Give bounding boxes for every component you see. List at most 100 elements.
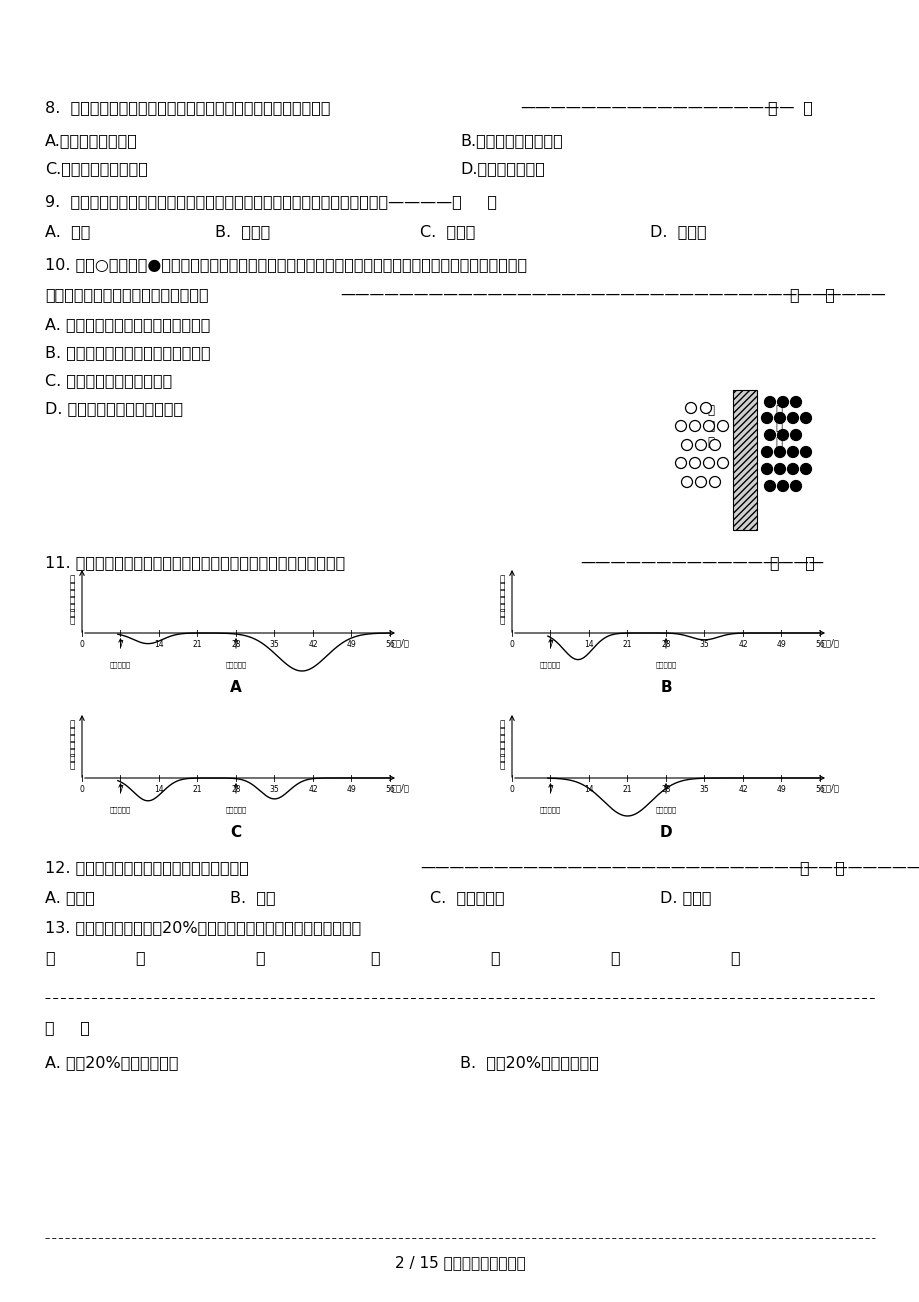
Text: —————————————————————————————————————: ————————————————————————————————————— (340, 286, 885, 302)
Text: A. 乙进入细胞一定有载体蛋白的参与: A. 乙进入细胞一定有载体蛋白的参与 (45, 316, 210, 332)
Text: C. 甲进入细胞一定需要能量: C. 甲进入细胞一定需要能量 (45, 372, 172, 388)
Circle shape (787, 464, 798, 474)
Text: 14: 14 (154, 641, 164, 648)
Text: 血: 血 (69, 575, 74, 585)
Text: 则: 则 (45, 950, 54, 965)
Text: （     ）: （ ） (767, 100, 812, 115)
Text: 时间/天: 时间/天 (391, 783, 410, 792)
Text: 原: 原 (135, 950, 144, 965)
Text: 14: 14 (584, 785, 593, 794)
Text: （     ）: （ ） (769, 555, 814, 570)
Text: 28: 28 (231, 641, 241, 648)
Circle shape (688, 457, 699, 469)
Text: 浓: 浓 (69, 609, 74, 618)
Circle shape (761, 464, 772, 474)
Text: 中: 中 (499, 590, 505, 598)
Text: 56: 56 (814, 785, 824, 794)
Text: 28: 28 (661, 785, 670, 794)
Text: 49: 49 (776, 641, 786, 648)
Text: 血: 血 (499, 720, 505, 729)
Text: 度: 度 (499, 617, 505, 626)
Text: 7: 7 (548, 785, 552, 794)
Text: 35: 35 (269, 785, 279, 794)
Text: D. 甲运出细胞一定不需要能量: D. 甲运出细胞一定不需要能量 (45, 401, 183, 417)
Text: 第二次注射: 第二次注射 (654, 661, 675, 668)
Text: 28: 28 (661, 641, 670, 648)
Text: D.  生殖腺: D. 生殖腺 (650, 224, 706, 240)
Text: 第二次注射: 第二次注射 (225, 806, 246, 812)
Text: 时间/天: 时间/天 (821, 783, 839, 792)
Text: 49: 49 (346, 641, 356, 648)
Text: 体: 体 (499, 603, 505, 612)
Circle shape (675, 421, 686, 431)
Text: 细: 细 (707, 404, 714, 417)
Text: 液: 液 (69, 582, 74, 591)
Circle shape (787, 413, 798, 423)
Text: 细: 细 (775, 404, 782, 417)
Text: 第一次注射: 第一次注射 (109, 806, 131, 812)
Circle shape (789, 397, 800, 408)
Circle shape (789, 430, 800, 440)
Circle shape (764, 397, 775, 408)
Text: 胞: 胞 (775, 419, 782, 432)
Text: 49: 49 (346, 785, 356, 794)
Text: ———————————————————————————————————————: ——————————————————————————————————————— (420, 861, 919, 875)
Text: 7: 7 (118, 641, 123, 648)
Text: ————————————————: ———————————————— (579, 555, 823, 570)
Text: 21: 21 (193, 785, 202, 794)
Text: 11. 下图表示两次注射疫苗后机体血液中抗体浓度的变化，正确的是: 11. 下图表示两次注射疫苗后机体血液中抗体浓度的变化，正确的是 (45, 555, 345, 570)
Text: B.  等于20%蔗糖溶液浓度: B. 等于20%蔗糖溶液浓度 (460, 1055, 598, 1070)
Text: 第一次注射: 第一次注射 (539, 806, 561, 812)
Text: 中: 中 (69, 590, 74, 598)
Text: 42: 42 (737, 641, 747, 648)
Text: 中: 中 (69, 734, 74, 743)
Text: 28: 28 (231, 785, 241, 794)
Text: 42: 42 (308, 785, 317, 794)
Text: 2 / 15 文档可自由编辑打印: 2 / 15 文档可自由编辑打印 (394, 1255, 525, 1269)
Text: 体: 体 (69, 747, 74, 756)
Text: 抗: 抗 (69, 596, 74, 605)
Text: B.脑瘤压迫了视觉中枢: B.脑瘤压迫了视觉中枢 (460, 133, 562, 148)
Circle shape (675, 457, 686, 469)
Text: 浓: 浓 (69, 755, 74, 764)
Text: 35: 35 (269, 641, 279, 648)
Text: 度: 度 (499, 762, 505, 771)
Text: A: A (230, 680, 242, 695)
Text: 度: 度 (69, 762, 74, 771)
Text: C: C (230, 825, 242, 840)
Text: B.  甘油: B. 甘油 (230, 891, 276, 905)
Circle shape (761, 447, 772, 457)
Text: 56: 56 (814, 641, 824, 648)
Text: 浓: 浓 (499, 755, 505, 764)
Circle shape (709, 477, 720, 487)
Circle shape (764, 430, 775, 440)
Text: A.  胰岛: A. 胰岛 (45, 224, 90, 240)
Text: 液: 液 (490, 950, 499, 965)
Text: D: D (659, 825, 672, 840)
Text: 外: 外 (707, 435, 714, 448)
Text: 内: 内 (775, 435, 782, 448)
Text: 时间/天: 时间/天 (391, 638, 410, 647)
Circle shape (777, 397, 788, 408)
Text: 时间/天: 时间/天 (821, 638, 839, 647)
Text: C.  甲状腺: C. 甲状腺 (420, 224, 475, 240)
Text: 35: 35 (698, 785, 709, 794)
Circle shape (764, 480, 775, 491)
Circle shape (774, 447, 785, 457)
Text: 第一次注射: 第一次注射 (539, 661, 561, 668)
Circle shape (695, 440, 706, 450)
Circle shape (703, 421, 714, 431)
Text: 度: 度 (69, 617, 74, 626)
Text: 抗: 抗 (499, 596, 505, 605)
Circle shape (800, 447, 811, 457)
Text: 0: 0 (79, 641, 85, 648)
Circle shape (787, 447, 798, 457)
Text: 中: 中 (499, 734, 505, 743)
Circle shape (774, 413, 785, 423)
Text: 8.  一位妇女因脑颅内长了肿瘤，结果造成了失明，可能的原因是: 8. 一位妇女因脑颅内长了肿瘤，结果造成了失明，可能的原因是 (45, 100, 330, 115)
Circle shape (685, 402, 696, 414)
Text: 21: 21 (193, 641, 202, 648)
Text: 体: 体 (499, 747, 505, 756)
Text: 13. 将洋葱表皮细胞浸于20%蔗糖溶液中，细胞出现质壁分离现象，: 13. 将洋葱表皮细胞浸于20%蔗糖溶液中，细胞出现质壁分离现象， (45, 921, 361, 935)
Circle shape (800, 413, 811, 423)
